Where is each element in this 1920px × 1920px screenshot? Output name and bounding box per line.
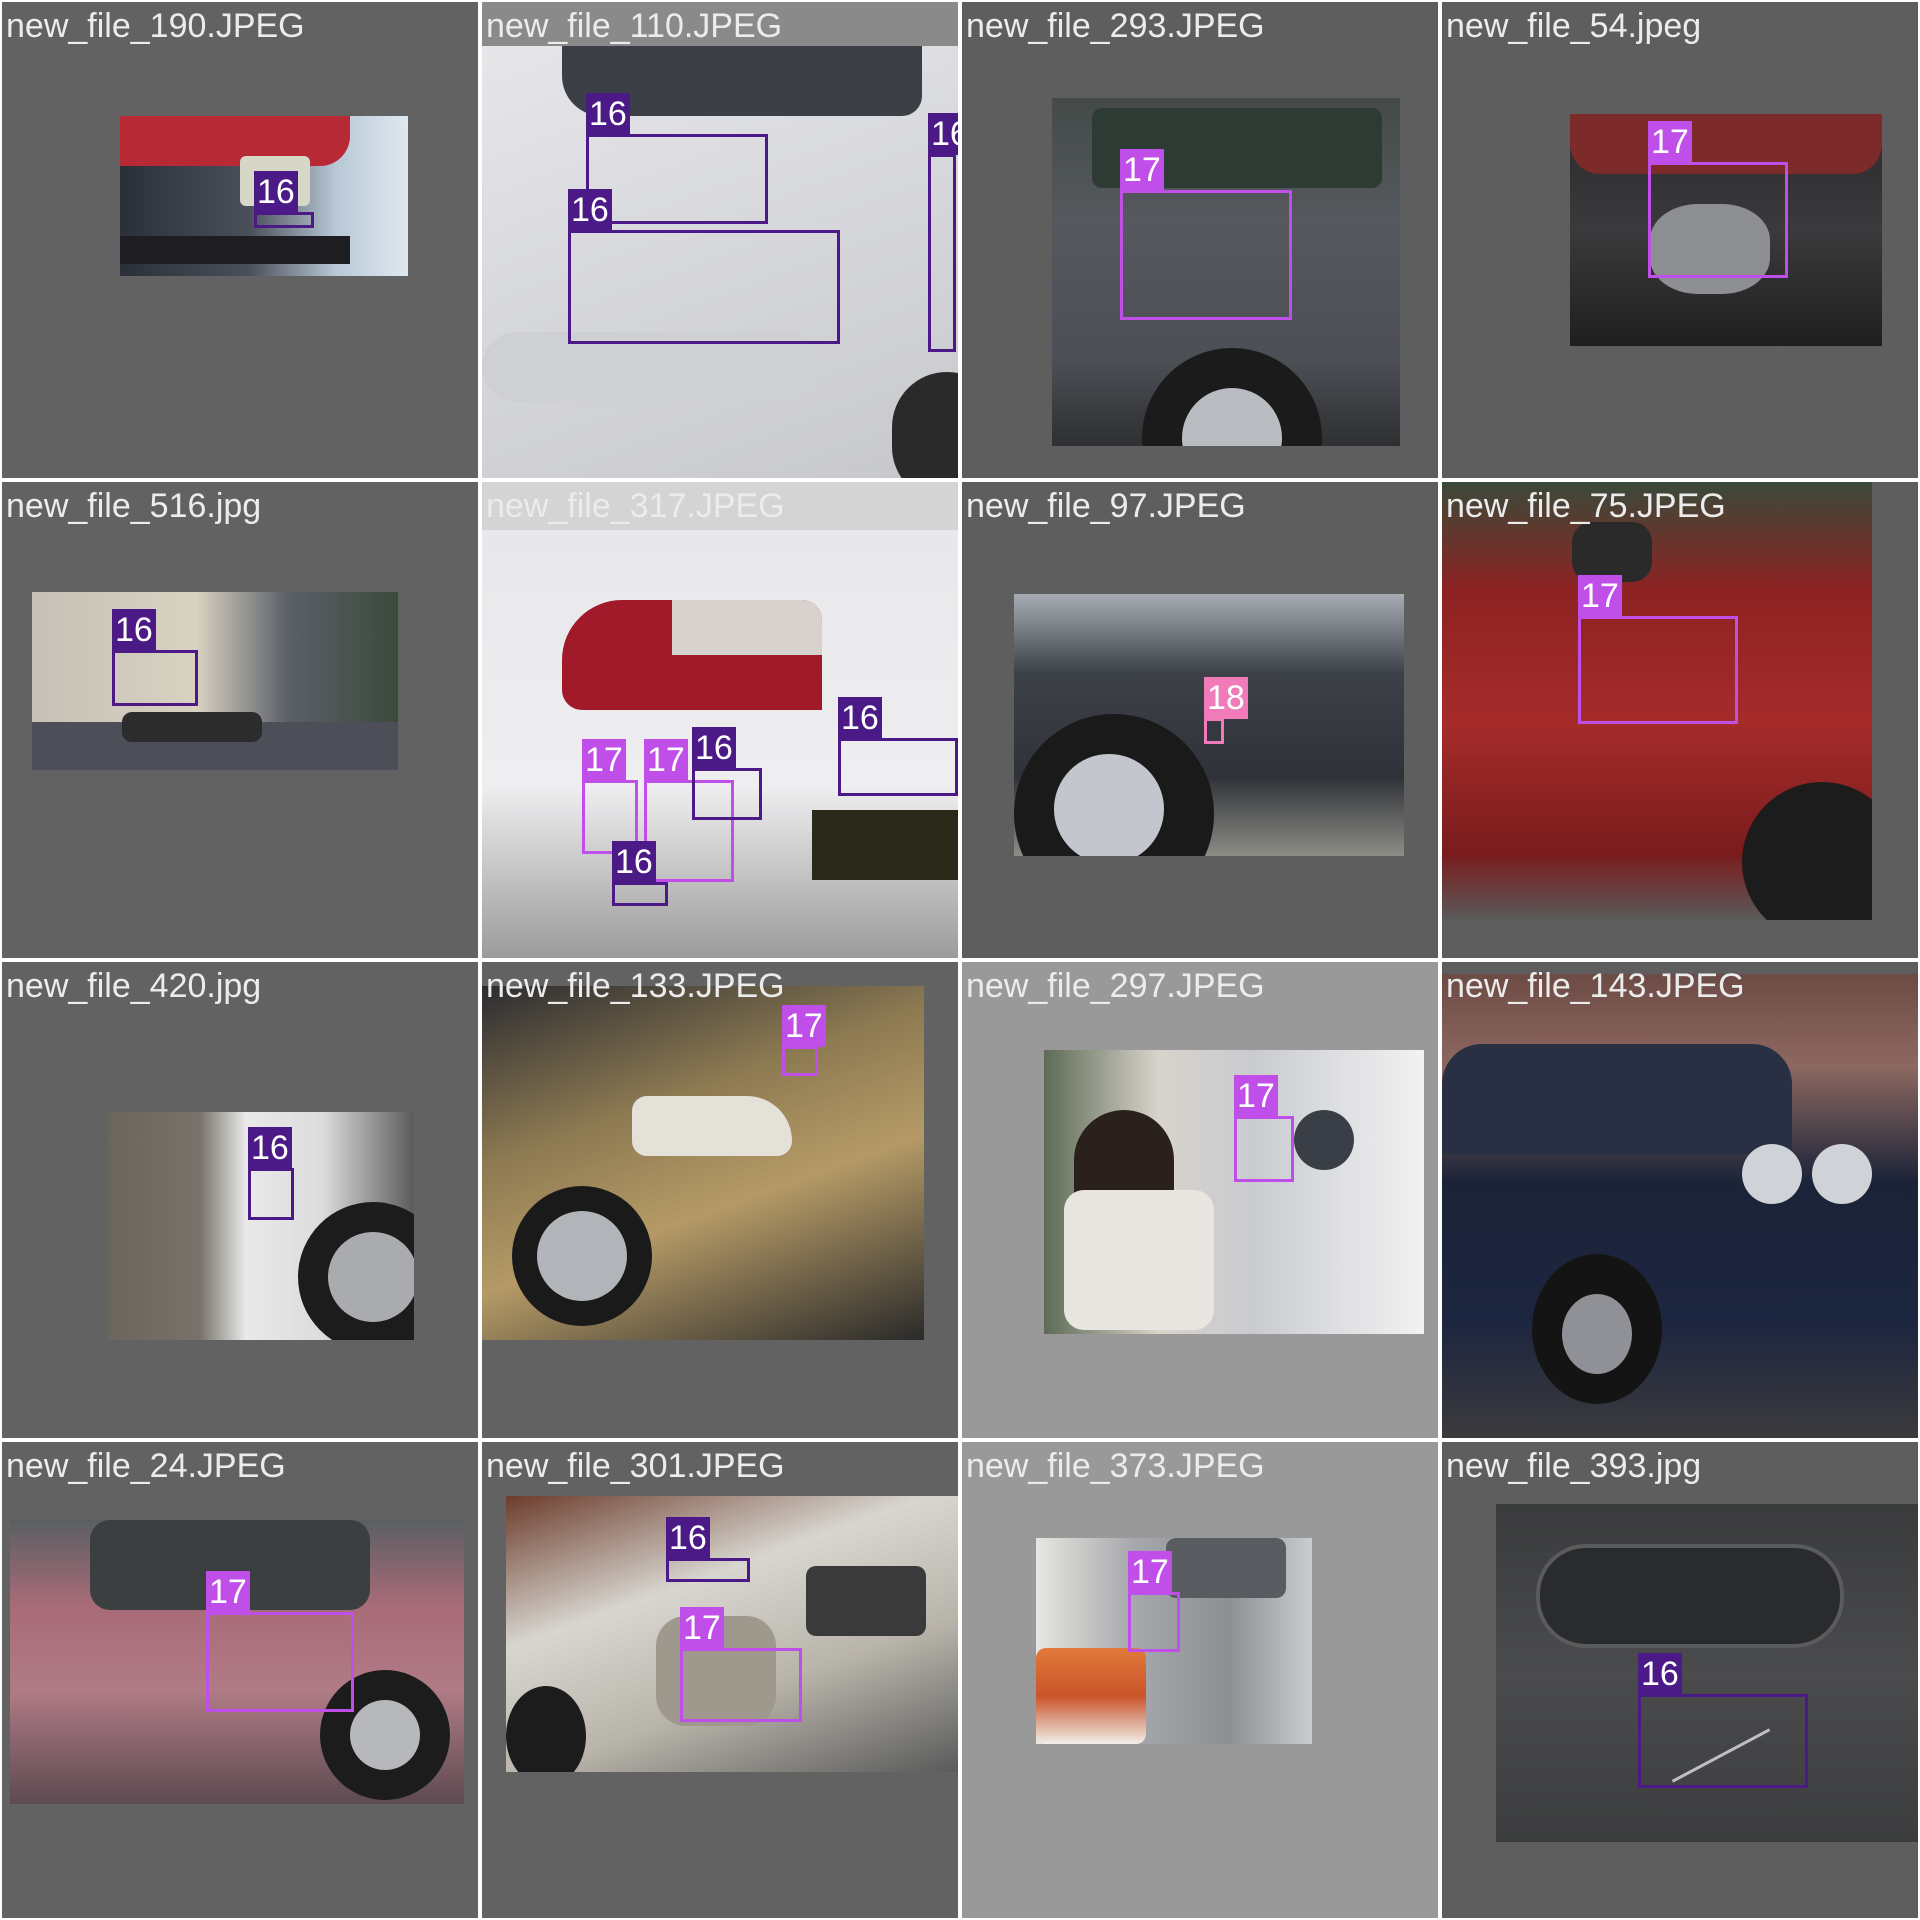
detection-box: 16 [254, 171, 314, 228]
detection-box: 16 [612, 841, 668, 906]
detection-box: 18 [1204, 677, 1248, 744]
detection-box: 16 [112, 609, 198, 706]
tile-new-file-54: new_file_54.jpeg 17 [1442, 2, 1918, 478]
file-name: new_file_75.JPEG [1446, 487, 1726, 525]
car-photo [1442, 974, 1918, 1438]
car-photo [1014, 594, 1404, 856]
file-name: new_file_293.JPEG [966, 7, 1265, 45]
file-name: new_file_110.JPEG [486, 7, 783, 45]
file-name: new_file_24.JPEG [6, 1447, 286, 1485]
file-name: new_file_143.JPEG [1446, 967, 1745, 1005]
tile-new-file-143: new_file_143.JPEG [1442, 962, 1918, 1438]
car-photo [120, 116, 408, 276]
class-label: 16 [838, 697, 882, 739]
detection-box: 16 [928, 113, 958, 352]
car-photo [32, 592, 398, 770]
detection-box: 17 [206, 1571, 354, 1712]
detection-box: 16 [248, 1127, 294, 1220]
file-name: new_file_54.jpeg [1446, 7, 1702, 45]
detection-box: 17 [644, 739, 734, 882]
class-label: 17 [1578, 575, 1622, 617]
file-name: new_file_301.JPEG [486, 1447, 785, 1485]
tile-new-file-516: new_file_516.jpg 16 [2, 482, 478, 958]
detection-box: 17 [582, 739, 638, 854]
tile-new-file-373: new_file_373.JPEG 17 [962, 1442, 1438, 1918]
detection-box: 16 [568, 189, 840, 344]
file-name: new_file_297.JPEG [966, 967, 1265, 1005]
car-photo [108, 1112, 414, 1340]
class-label: 17 [206, 1571, 250, 1613]
tile-new-file-301: new_file_301.JPEG 16 17 [482, 1442, 958, 1918]
class-label: 17 [1128, 1551, 1172, 1593]
class-label: 16 [248, 1127, 292, 1169]
file-name: new_file_317.JPEG [486, 487, 785, 525]
car-photo [1052, 98, 1400, 446]
file-name: new_file_420.jpg [6, 967, 262, 1005]
file-name: new_file_373.JPEG [966, 1447, 1265, 1485]
tile-new-file-297: new_file_297.JPEG 17 [962, 962, 1438, 1438]
class-label: 16 [1638, 1653, 1682, 1695]
car-photo [1496, 1504, 1918, 1842]
car-photo [1036, 1538, 1312, 1744]
class-label: 16 [586, 93, 630, 135]
file-name: new_file_190.JPEG [6, 7, 305, 45]
file-name: new_file_133.JPEG [486, 967, 785, 1005]
class-label: 16 [928, 113, 958, 155]
car-photo [1570, 114, 1882, 346]
class-label: 17 [680, 1607, 724, 1649]
tile-new-file-110: new_file_110.JPEG 16 16 16 [482, 2, 958, 478]
detection-box: 16 [586, 93, 768, 224]
detection-box: 17 [1578, 575, 1738, 724]
tile-new-file-24: new_file_24.JPEG 17 [2, 1442, 478, 1918]
car-photo [1442, 482, 1872, 920]
class-label: 16 [666, 1517, 710, 1559]
class-label: 16 [254, 171, 298, 213]
detection-box: 17 [1128, 1551, 1180, 1652]
detection-box: 17 [1120, 149, 1292, 320]
class-label: 16 [112, 609, 156, 651]
tile-new-file-75: new_file_75.JPEG 17 [1442, 482, 1918, 958]
tile-new-file-393: new_file_393.jpg 16 [1442, 1442, 1918, 1918]
tile-new-file-317: new_file_317.JPEG 16 17 17 16 16 [482, 482, 958, 958]
detection-box: 16 [838, 697, 958, 796]
class-label: 17 [1234, 1075, 1278, 1117]
class-label: 16 [568, 189, 612, 231]
detection-box: 17 [1648, 121, 1788, 278]
car-photo [482, 2, 958, 478]
tile-new-file-133: new_file_133.JPEG 17 [482, 962, 958, 1438]
detection-box: 16 [666, 1517, 750, 1582]
tile-new-file-293: new_file_293.JPEG 17 [962, 2, 1438, 478]
tile-new-file-97: new_file_97.JPEG 18 [962, 482, 1438, 958]
file-name: new_file_393.jpg [1446, 1447, 1702, 1485]
tile-new-file-420: new_file_420.jpg 16 [2, 962, 478, 1438]
detection-box: 16 [692, 727, 762, 820]
car-photo [10, 1520, 464, 1804]
file-name: new_file_516.jpg [6, 487, 262, 525]
class-label: 18 [1204, 677, 1248, 719]
detection-box: 16 [1638, 1653, 1808, 1788]
tile-new-file-190: new_file_190.JPEG 16 [2, 2, 478, 478]
file-name: new_file_97.JPEG [966, 487, 1246, 525]
class-label: 16 [692, 727, 736, 769]
detection-box: 17 [1234, 1075, 1294, 1182]
class-label: 17 [782, 1005, 826, 1047]
detection-box: 17 [782, 1005, 826, 1076]
class-label: 17 [1120, 149, 1164, 191]
class-label: 17 [644, 739, 688, 781]
class-label: 17 [1648, 121, 1692, 163]
car-photo [506, 1496, 958, 1772]
class-label: 17 [582, 739, 626, 781]
car-photo [482, 986, 924, 1340]
detection-box: 17 [680, 1607, 802, 1722]
class-label: 16 [612, 841, 656, 883]
